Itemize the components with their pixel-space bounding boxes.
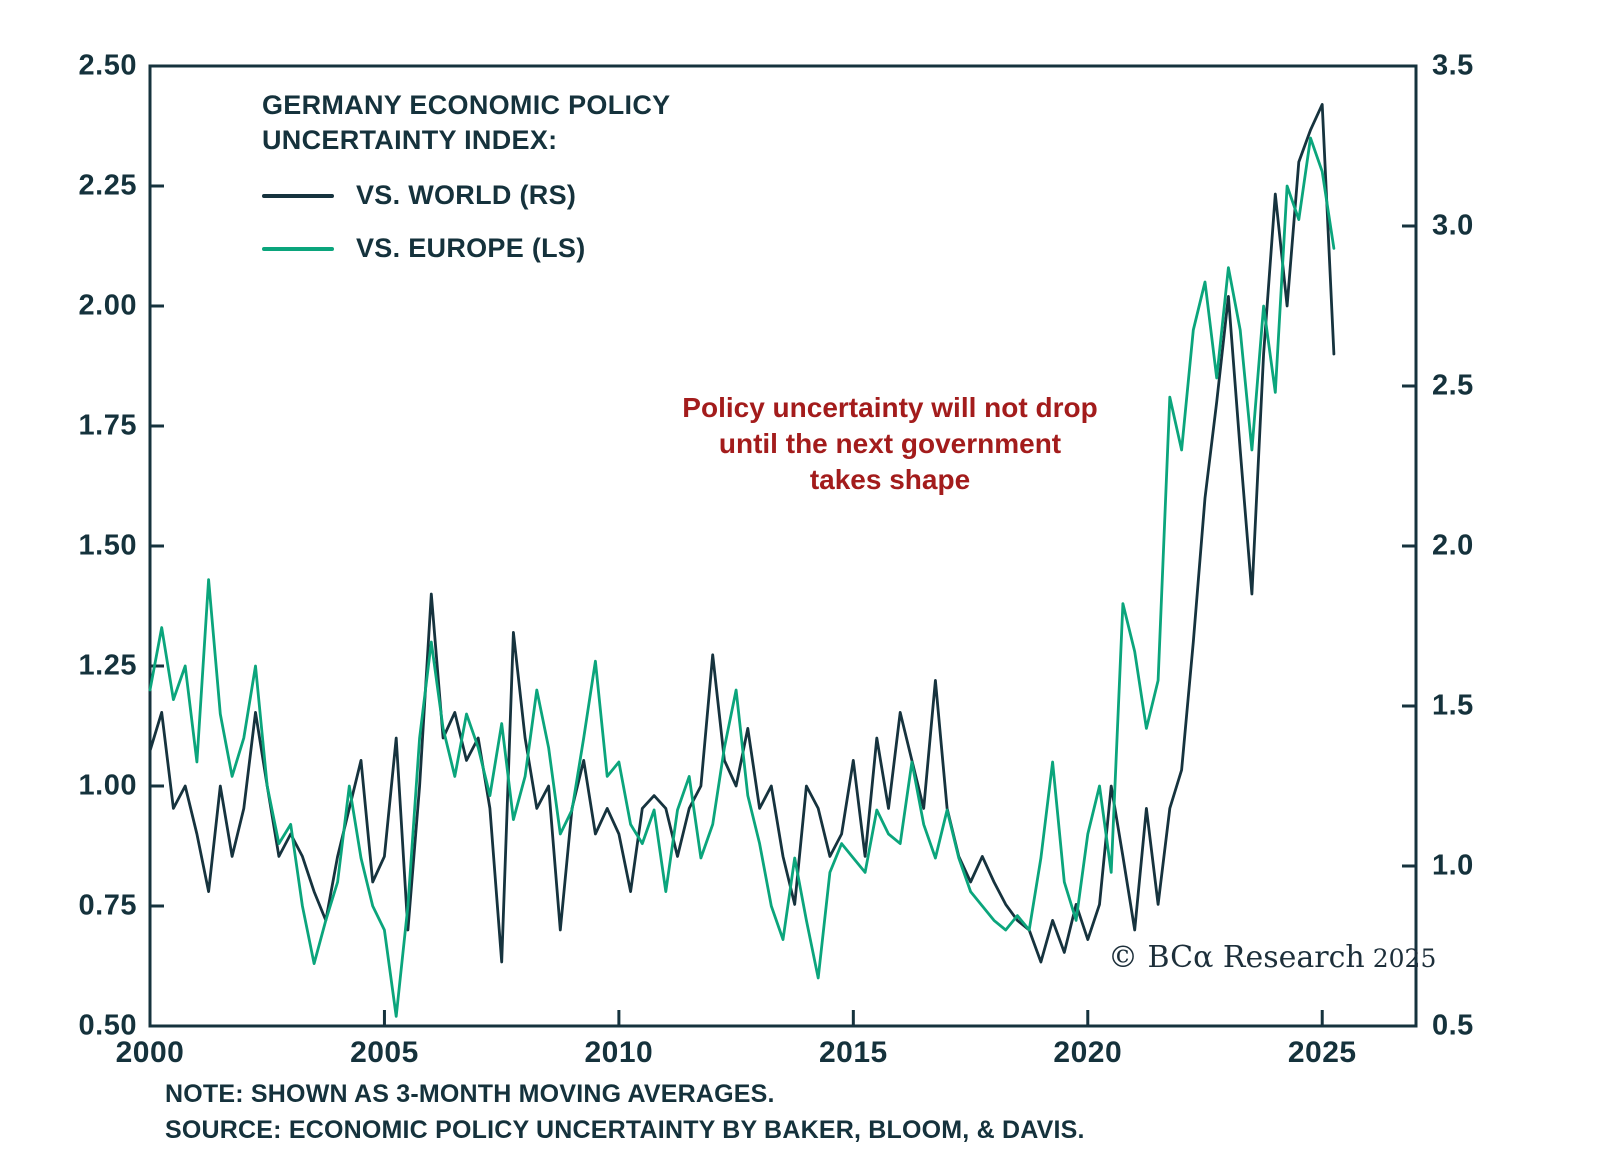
annotation-text: Policy uncertainty will not drop until t… <box>610 390 1170 497</box>
x-axis-label: 2015 <box>818 1036 888 1069</box>
right-axis-label: 3.0 <box>1432 209 1474 242</box>
legend-label-world: VS. WORLD (RS) <box>356 180 577 211</box>
x-axis-label: 2025 <box>1287 1036 1357 1069</box>
world-series-line <box>148 103 1336 964</box>
copyright-brand: © BCα Research <box>1108 940 1365 975</box>
right-axis-label: 2.0 <box>1432 529 1474 562</box>
chart-title-line1: GERMANY ECONOMIC POLICY <box>262 90 671 120</box>
legend-label-europe: VS. EUROPE (LS) <box>356 233 586 264</box>
footnote-note: NOTE: SHOWN AS 3-MONTH MOVING AVERAGES. <box>165 1080 775 1108</box>
right-axis-label: 2.5 <box>1432 369 1474 402</box>
x-axis-label: 2020 <box>1053 1036 1123 1069</box>
right-axis-label: 3.5 <box>1432 49 1474 82</box>
europe-series-line <box>148 136 1336 1018</box>
world-line-swatch-icon <box>262 193 334 198</box>
left-axis-label: 0.50 <box>78 1009 137 1042</box>
left-axis-label: 2.50 <box>78 49 137 82</box>
europe-line-swatch-icon <box>262 246 334 251</box>
footnote-source: SOURCE: ECONOMIC POLICY UNCERTAINTY BY B… <box>165 1116 1085 1145</box>
copyright: © BCα Research 2025 <box>1108 940 1436 975</box>
left-axis-label: 1.50 <box>78 529 137 562</box>
legend-item-europe: VS. EUROPE (LS) <box>262 233 670 264</box>
annotation-line3: takes shape <box>809 463 971 495</box>
x-axis-label: 2010 <box>584 1036 654 1069</box>
left-axis-label: 2.00 <box>78 289 137 322</box>
copyright-year: 2025 <box>1372 944 1437 973</box>
right-axis-label: 0.5 <box>1432 1009 1474 1042</box>
left-axis-label: 1.75 <box>78 409 137 442</box>
left-axis-label: 0.75 <box>78 889 137 922</box>
footnotes: NOTE: SHOWN AS 3-MONTH MOVING AVERAGES. … <box>165 1076 1085 1149</box>
left-axis-label: 1.00 <box>78 769 137 802</box>
right-axis-label: 1.5 <box>1432 689 1474 722</box>
x-axis-label: 2000 <box>115 1036 185 1069</box>
left-axis-label: 2.25 <box>78 169 137 202</box>
x-axis-label: 2005 <box>350 1036 419 1069</box>
chart-legend-block: GERMANY ECONOMIC POLICY UNCERTAINTY INDE… <box>262 88 670 286</box>
chart-title: GERMANY ECONOMIC POLICY UNCERTAINTY INDE… <box>262 88 670 158</box>
right-axis-label: 1.0 <box>1432 849 1474 882</box>
legend-item-world: VS. WORLD (RS) <box>262 180 670 211</box>
left-axis-label: 1.25 <box>78 649 137 682</box>
annotation-line1: Policy uncertainty will not drop <box>682 392 1098 423</box>
annotation-line2: until the next government <box>718 427 1062 459</box>
legend-items: VS. WORLD (RS) VS. EUROPE (LS) <box>262 180 670 264</box>
chart-title-line2: UNCERTAINTY INDEX: <box>262 125 558 156</box>
